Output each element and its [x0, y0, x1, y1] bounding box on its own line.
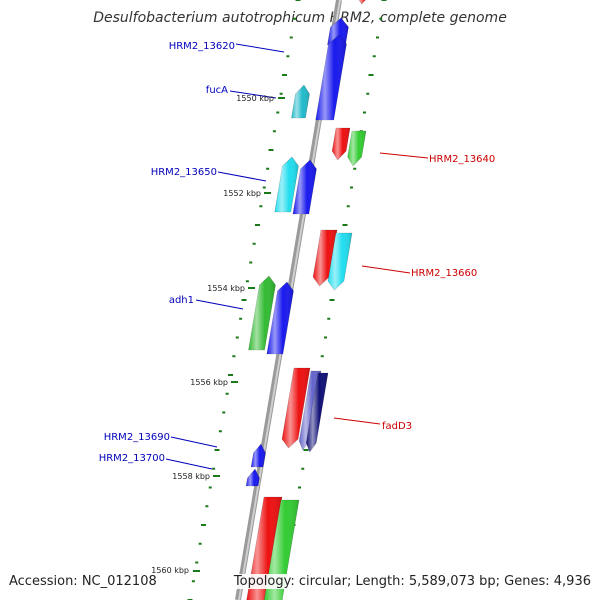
- leader-hrm2-13650: [217, 171, 267, 182]
- topology-text: Topology: circular; Length: 5,589,073 bp…: [230, 574, 591, 589]
- scale-tick-label-1556: 1556 kbp: [190, 378, 228, 387]
- gene-forward-top[interactable]: [327, 17, 349, 46]
- gene-label-hrm2-13700: HRM2_13700: [99, 453, 165, 464]
- gene-label-hrm2-13620: HRM2_13620: [169, 41, 235, 52]
- gene-label-adh1: adh1: [169, 295, 194, 306]
- gene-reverse-hrm2-13640-a[interactable]: [331, 127, 351, 161]
- scale-tick-marks: [193, 97, 285, 572]
- gene-forward-adh1-a[interactable]: [248, 275, 276, 351]
- leader-hrm2-13620: [235, 43, 285, 53]
- tick-marks: [187, 0, 387, 600]
- leader-adh1: [195, 299, 244, 310]
- genome-title: Desulfobacterium autotrophicum HRM2, com…: [93, 10, 507, 26]
- gene-forward-adh1-b[interactable]: [266, 281, 294, 355]
- gene-reverse-top[interactable]: [356, 0, 371, 5]
- gene-label-fadd3: fadD3: [382, 421, 412, 432]
- scale-tick-label-1554: 1554 kbp: [207, 284, 245, 293]
- scale-tick-label-1552: 1552 kbp: [223, 189, 261, 198]
- gene-forward-hrm2-13620[interactable]: [315, 34, 347, 121]
- scale-tick-label-1558: 1558 kbp: [172, 472, 210, 481]
- gene-forward-hrm2-13700[interactable]: [245, 468, 260, 487]
- gene-reverse-hrm2-13660-a[interactable]: [312, 229, 338, 287]
- gene-reverse-fadd3-c[interactable]: [305, 372, 329, 453]
- gene-label-hrm2-13660: HRM2_13660: [411, 268, 477, 279]
- accession-text: Accession: NC_012108: [9, 574, 157, 589]
- gene-label-hrm2-13650: HRM2_13650: [151, 167, 217, 178]
- gene-reverse-fadd3-a[interactable]: [281, 367, 311, 449]
- scale-tick-label-1550: 1550 kbp: [236, 94, 274, 103]
- gene-reverse-hrm2-13640-b[interactable]: [347, 130, 367, 167]
- gene-forward-hrm2-13650-b[interactable]: [292, 159, 317, 215]
- leader-hrm2-13660: [361, 265, 411, 274]
- gene-reverse-hrm2-13660-b[interactable]: [327, 232, 353, 291]
- gene-forward-hrm2-13650-a[interactable]: [274, 156, 299, 213]
- leader-hrm2-13690: [170, 436, 218, 448]
- gene-label-hrm2-13690: HRM2_13690: [104, 432, 170, 443]
- leader-hrm2-13640: [379, 152, 429, 159]
- leader-fuca: [229, 90, 277, 99]
- leader-hrm2-13700: [165, 458, 213, 470]
- label-leaders: [165, 43, 429, 470]
- gene-label-fuca: fucA: [206, 85, 228, 96]
- scale-tick-label-1560: 1560 kbp: [151, 566, 189, 575]
- gene-forward-fuca[interactable]: [291, 84, 310, 119]
- gene-label-hrm2-13640: HRM2_13640: [429, 154, 495, 165]
- gene-forward-hrm2-13690[interactable]: [250, 443, 266, 468]
- leader-fadd3: [333, 417, 381, 425]
- gene-features: [245, 0, 371, 600]
